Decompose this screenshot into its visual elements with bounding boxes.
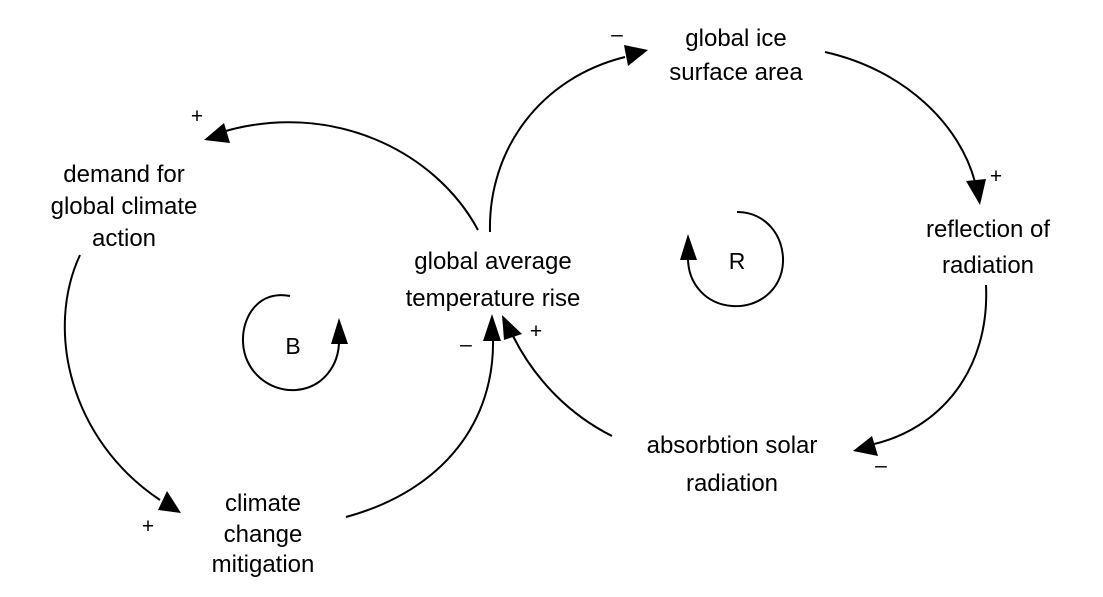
link-ice-to-reflection — [824, 51, 986, 205]
polarity-reflection-to-absorbtion: – — [875, 454, 887, 477]
polarity-demand-to-mitigation: + — [142, 515, 154, 538]
node-line: absorbtion solar — [647, 432, 818, 459]
polarity-mitigation-to-temperature: – — [460, 333, 472, 356]
node-demand-for-global-climate-action: demand for global climate action — [51, 161, 198, 252]
node-line: surface area — [669, 59, 803, 86]
node-line: radiation — [686, 470, 778, 497]
link-absorbtion-to-temperature — [502, 315, 613, 437]
link-reflection-to-absorbtion — [853, 284, 988, 456]
balancing-loop-label: B — [285, 333, 300, 359]
node-line: global climate — [51, 193, 198, 220]
link-temperature-to-demand — [204, 121, 479, 231]
node-reflection-of-radiation: reflection of radiation — [926, 216, 1050, 279]
node-line: temperature rise — [406, 285, 581, 312]
node-global-ice-surface-area: global ice surface area — [669, 25, 803, 86]
node-climate-change-mitigation: climate change mitigation — [212, 490, 315, 578]
node-line: change — [224, 521, 303, 548]
node-line: global average — [414, 248, 571, 275]
polarity-absorbtion-to-temperature: + — [530, 320, 542, 343]
node-line: radiation — [942, 252, 1034, 279]
node-line: action — [92, 225, 156, 252]
node-line: demand for — [63, 161, 184, 188]
polarity-temperature-to-demand: + — [191, 105, 203, 128]
link-mitigation-to-temperature — [345, 314, 501, 518]
reinforcing-loop-indicator: R — [680, 211, 785, 308]
node-line: global ice — [685, 25, 786, 52]
node-global-average-temperature-rise: global average temperature rise — [406, 248, 581, 312]
link-temperature-to-ice — [488, 45, 648, 233]
balancing-loop-indicator: B — [241, 294, 348, 392]
polarity-ice-to-reflection: + — [990, 165, 1002, 188]
node-line: climate — [225, 490, 301, 517]
node-line: reflection of — [926, 216, 1050, 243]
node-line: mitigation — [212, 551, 315, 578]
link-demand-to-mitigation — [63, 254, 181, 513]
polarity-temperature-to-ice: – — [611, 23, 623, 46]
node-absorbtion-solar-radiation: absorbtion solar radiation — [647, 432, 818, 497]
reinforcing-loop-label: R — [729, 248, 746, 274]
